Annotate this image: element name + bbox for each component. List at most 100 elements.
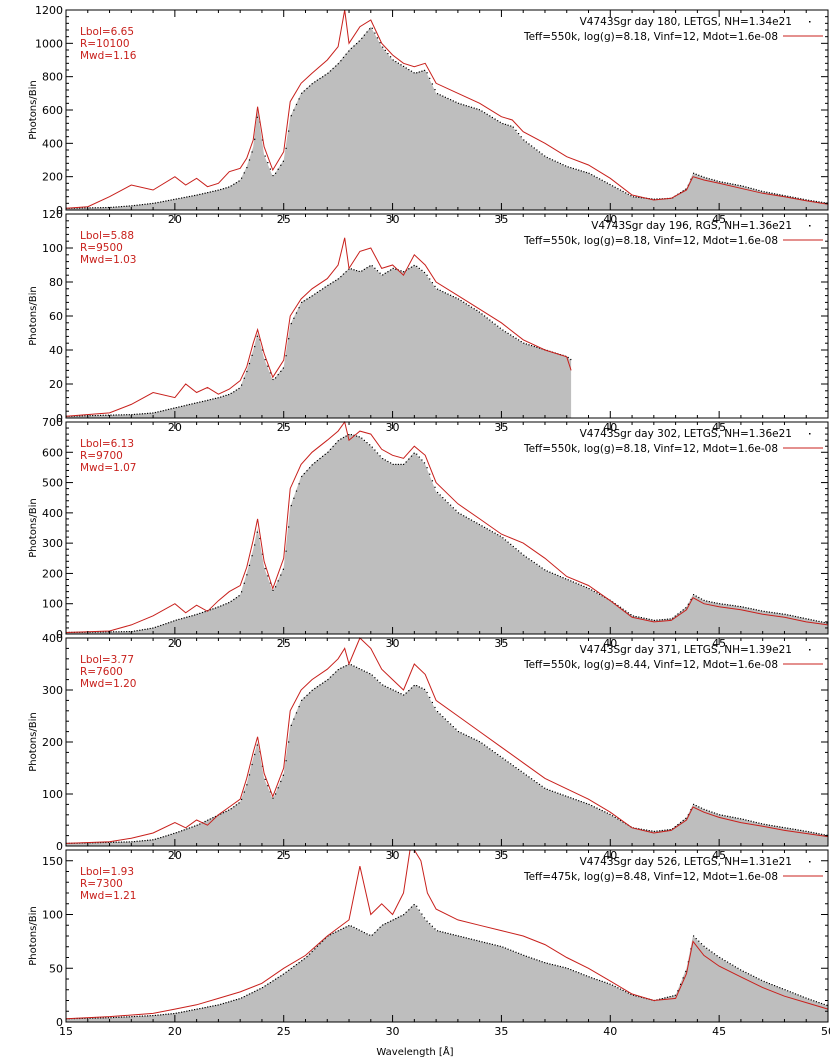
data-point	[572, 798, 574, 800]
y-tick-label: 1000	[35, 37, 63, 50]
data-point	[348, 50, 350, 52]
data-point	[183, 405, 185, 407]
data-point	[507, 124, 509, 126]
data-point	[371, 27, 373, 29]
data-point	[154, 1014, 156, 1016]
data-point	[818, 201, 820, 203]
data-point	[497, 534, 499, 536]
data-point	[212, 398, 214, 400]
data-point	[771, 192, 773, 194]
data-point	[585, 171, 588, 174]
data-point	[366, 267, 368, 269]
data-point	[659, 619, 661, 621]
data-point	[220, 1003, 222, 1005]
data-point	[813, 1000, 815, 1002]
data-point	[233, 598, 235, 601]
data-point	[204, 192, 206, 194]
data-point	[494, 532, 496, 534]
data-point	[139, 413, 141, 415]
data-point	[719, 181, 721, 183]
legend-model-label: Teff=550k, log(g)=8.18, Vinf=12, Mdot=1.…	[523, 31, 778, 43]
data-point	[708, 949, 710, 951]
data-point	[361, 37, 363, 39]
data-point	[387, 921, 389, 924]
data-point	[342, 436, 345, 439]
data-point	[625, 610, 627, 612]
data-point	[813, 832, 815, 834]
data-point	[763, 823, 765, 825]
data-point	[178, 618, 180, 620]
data-point	[494, 944, 496, 946]
data-point	[800, 617, 802, 619]
data-point	[89, 207, 91, 209]
data-point	[165, 200, 167, 202]
y-tick-label: 100	[42, 242, 63, 255]
data-point	[102, 414, 104, 416]
data-point	[363, 439, 365, 441]
data-point	[309, 953, 311, 955]
data-point	[685, 970, 687, 973]
data-point	[677, 990, 679, 992]
parameter-3: Mwd=1.20	[80, 678, 137, 690]
data-point	[489, 748, 491, 750]
data-point	[384, 272, 386, 274]
data-point	[423, 688, 426, 690]
data-point	[656, 830, 658, 832]
data-point	[533, 780, 535, 782]
data-point	[285, 550, 287, 552]
data-point	[358, 929, 360, 931]
data-point	[165, 1013, 167, 1015]
data-point	[497, 325, 499, 327]
legend-observed-marker	[809, 225, 811, 227]
data-point	[740, 818, 742, 820]
data-point	[295, 312, 298, 314]
data-point	[397, 62, 399, 64]
data-point	[510, 334, 512, 336]
data-point	[141, 1015, 143, 1017]
data-point	[207, 819, 209, 821]
data-point	[706, 177, 708, 179]
data-point	[363, 268, 365, 270]
data-point	[808, 998, 810, 1000]
data-point	[345, 53, 347, 55]
data-point	[813, 200, 815, 202]
data-point	[337, 63, 339, 65]
data-point	[721, 603, 723, 605]
data-point	[599, 178, 601, 180]
data-point	[395, 61, 397, 63]
data-point	[144, 1015, 146, 1017]
data-point	[808, 831, 810, 833]
legend-model-label: Teff=550k, log(g)=8.18, Vinf=12, Mdot=1.…	[523, 235, 778, 247]
data-point	[559, 793, 561, 795]
y-tick-label: 20	[49, 378, 63, 391]
model-spectrum-line	[65, 637, 829, 844]
data-point	[246, 370, 248, 373]
data-point	[248, 159, 251, 161]
data-point	[282, 774, 284, 776]
data-point	[693, 935, 695, 937]
data-point	[755, 821, 757, 824]
data-point	[444, 932, 446, 934]
data-point	[538, 151, 541, 153]
data-point	[737, 967, 739, 969]
data-point	[774, 612, 776, 614]
data-point	[280, 164, 282, 166]
y-tick-label: 0	[56, 840, 63, 853]
data-point	[737, 184, 739, 186]
data-point	[390, 269, 392, 271]
data-point	[157, 837, 159, 839]
data-point	[698, 596, 700, 599]
y-axis-label: Photons/Bin	[28, 498, 39, 557]
data-point	[298, 706, 300, 708]
data-point	[418, 456, 420, 458]
data-point	[133, 204, 136, 207]
data-point	[110, 631, 112, 633]
data-point	[562, 794, 564, 796]
data-point	[478, 311, 480, 313]
data-point	[457, 935, 460, 937]
observed-spectrum-fill	[66, 26, 828, 211]
data-point	[288, 526, 290, 528]
data-point	[356, 43, 358, 45]
data-point	[400, 915, 402, 917]
data-point	[118, 414, 120, 416]
